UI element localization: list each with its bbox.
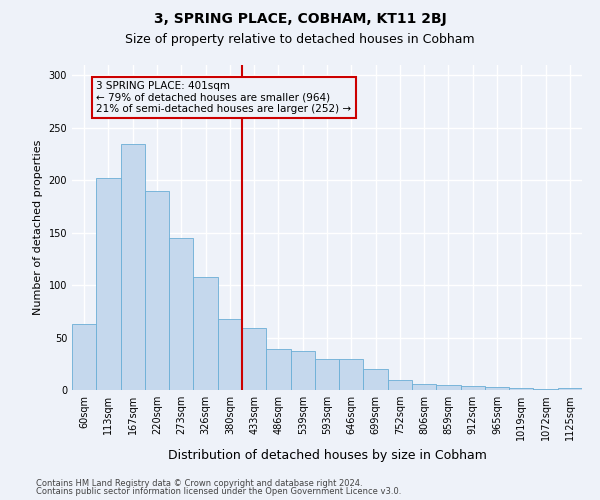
Bar [461,386,485,390]
Y-axis label: Number of detached properties: Number of detached properties [33,140,43,315]
Bar [218,318,242,390]
Text: Contains HM Land Registry data © Crown copyright and database right 2024.: Contains HM Land Registry data © Crown c… [36,478,362,488]
Bar [436,385,461,390]
X-axis label: Distribution of detached houses by size in Cobham: Distribution of detached houses by size … [167,448,487,462]
Text: Contains public sector information licensed under the Open Government Licence v3: Contains public sector information licen… [36,487,401,496]
Bar [509,388,533,390]
Text: 3, SPRING PLACE, COBHAM, KT11 2BJ: 3, SPRING PLACE, COBHAM, KT11 2BJ [154,12,446,26]
Bar [121,144,145,390]
Bar [145,191,169,390]
Bar [388,380,412,390]
Bar [193,277,218,390]
Text: 3 SPRING PLACE: 401sqm
← 79% of detached houses are smaller (964)
21% of semi-de: 3 SPRING PLACE: 401sqm ← 79% of detached… [96,80,352,114]
Bar [266,349,290,390]
Bar [315,358,339,390]
Bar [72,324,96,390]
Bar [364,369,388,390]
Bar [96,178,121,390]
Bar [485,387,509,390]
Bar [242,328,266,390]
Bar [412,384,436,390]
Bar [290,351,315,390]
Text: Size of property relative to detached houses in Cobham: Size of property relative to detached ho… [125,32,475,46]
Bar [558,388,582,390]
Bar [339,358,364,390]
Bar [169,238,193,390]
Bar [533,389,558,390]
